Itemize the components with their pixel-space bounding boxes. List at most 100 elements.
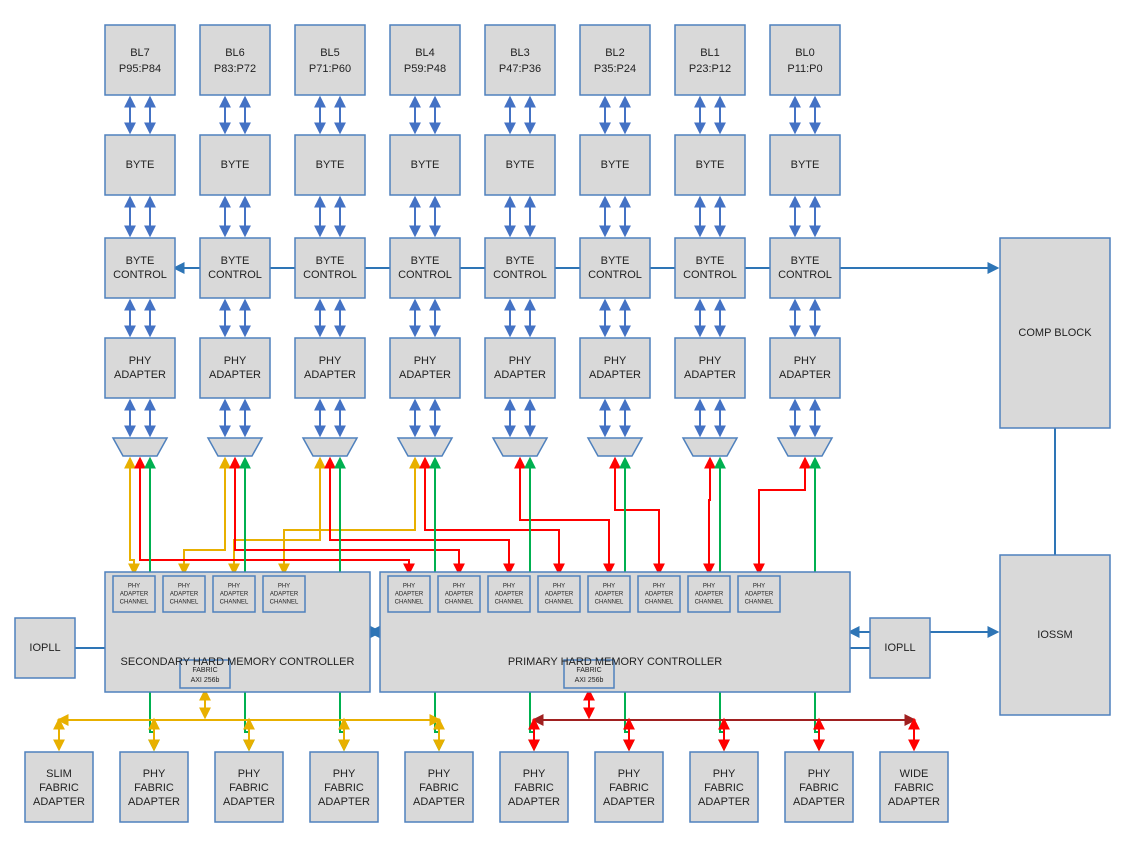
pac-t3: CHANNEL (170, 600, 199, 606)
byte-label-1: BYTE (221, 159, 250, 171)
pa-l1-5: PHY (604, 355, 627, 367)
pac-t3: CHANNEL (595, 600, 624, 606)
pa-l2-3: ADAPTER (399, 369, 451, 381)
bl-block-0 (105, 25, 175, 95)
mux-6 (683, 438, 737, 456)
pac-t3: CHANNEL (120, 600, 149, 606)
bl-block-7 (770, 25, 840, 95)
bc-l1-4: BYTE (506, 255, 535, 267)
bl-sub-6: P23:P12 (689, 63, 731, 75)
bl-sub-7: P11:P0 (787, 63, 822, 75)
mux-2 (303, 438, 357, 456)
bl-sub-4: P47:P36 (499, 63, 541, 75)
bc-l1-5: BYTE (601, 255, 630, 267)
red-route-0 (140, 459, 409, 573)
fa-3-l0: PHY (333, 768, 356, 780)
pac-t2: ADAPTER (220, 592, 249, 598)
bl-block-4 (485, 25, 555, 95)
pac-t2: ADAPTER (745, 592, 774, 598)
bl-sub-2: P71:P60 (309, 63, 351, 75)
mux-4 (493, 438, 547, 456)
byte-label-5: BYTE (601, 159, 630, 171)
fa-2-l0: PHY (238, 768, 261, 780)
red-route-4 (520, 459, 609, 573)
fa-9-l0: WIDE (900, 768, 929, 780)
pac-t2: ADAPTER (645, 592, 674, 598)
mux-0 (113, 438, 167, 456)
byte-label-2: BYTE (316, 159, 345, 171)
hmc-pri-label: PRIMARY HARD MEMORY CONTROLLER (508, 656, 722, 668)
yellow-route-3 (284, 459, 415, 573)
bl-sub-3: P59:P48 (404, 63, 446, 75)
bc-l1-6: BYTE (696, 255, 725, 267)
fa-1-l2: ADAPTER (128, 796, 180, 808)
byte-label-4: BYTE (506, 159, 535, 171)
bc-l1-3: BYTE (411, 255, 440, 267)
bl-label-5: BL2 (605, 47, 625, 59)
pac-t1: PHY (553, 584, 565, 590)
red-route-5 (615, 459, 659, 573)
mux-1 (208, 438, 262, 456)
bc-l2-3: CONTROL (398, 269, 452, 281)
pac-t1: PHY (453, 584, 465, 590)
pa-l2-2: ADAPTER (304, 369, 356, 381)
bc-l1-7: BYTE (791, 255, 820, 267)
pa-l2-6: ADAPTER (684, 369, 736, 381)
bc-l1-2: BYTE (316, 255, 345, 267)
fa-1-l1: FABRIC (134, 782, 174, 794)
bc-l1-0: BYTE (126, 255, 155, 267)
pac-t1: PHY (603, 584, 615, 590)
bl-label-1: BL6 (225, 47, 245, 59)
fa-8-l2: ADAPTER (793, 796, 845, 808)
fa-1-l0: PHY (143, 768, 166, 780)
pac-t2: ADAPTER (120, 592, 149, 598)
pac-t3: CHANNEL (270, 600, 299, 606)
bl-label-4: BL3 (510, 47, 530, 59)
fa-0-l0: SLIM (46, 768, 72, 780)
fa-2-l2: ADAPTER (223, 796, 275, 808)
comp-label: COMP BLOCK (1018, 327, 1092, 339)
fa-7-l2: ADAPTER (698, 796, 750, 808)
fa-9-l2: ADAPTER (888, 796, 940, 808)
byte-label-3: BYTE (411, 159, 440, 171)
pac-t1: PHY (228, 584, 240, 590)
pac-t3: CHANNEL (745, 600, 774, 606)
bl-label-6: BL1 (700, 47, 720, 59)
fa-6-l1: FABRIC (609, 782, 649, 794)
pac-t1: PHY (403, 584, 415, 590)
fa-8-l0: PHY (808, 768, 831, 780)
pac-t2: ADAPTER (695, 592, 724, 598)
pac-t2: ADAPTER (170, 592, 199, 598)
fa-9-l1: FABRIC (894, 782, 934, 794)
pac-t2: ADAPTER (395, 592, 424, 598)
fa-6-l2: ADAPTER (603, 796, 655, 808)
pa-l1-3: PHY (414, 355, 437, 367)
byte-label-7: BYTE (791, 159, 820, 171)
fa-6-l0: PHY (618, 768, 641, 780)
fa-5-l1: FABRIC (514, 782, 554, 794)
fa-8-l1: FABRIC (799, 782, 839, 794)
pac-t3: CHANNEL (545, 600, 574, 606)
pac-t3: CHANNEL (220, 600, 249, 606)
fa-4-l0: PHY (428, 768, 451, 780)
bl-block-1 (200, 25, 270, 95)
bc-l2-5: CONTROL (588, 269, 642, 281)
bl-sub-1: P83:P72 (214, 63, 256, 75)
pa-l1-0: PHY (129, 355, 152, 367)
fa-7-l0: PHY (713, 768, 736, 780)
red-route-7 (759, 459, 805, 573)
pa-l1-1: PHY (224, 355, 247, 367)
fa-3-l2: ADAPTER (318, 796, 370, 808)
bl-label-3: BL4 (415, 47, 435, 59)
pac-t2: ADAPTER (595, 592, 624, 598)
pa-l1-7: PHY (794, 355, 817, 367)
mux-3 (398, 438, 452, 456)
mux-7 (778, 438, 832, 456)
red-route-3 (425, 459, 559, 573)
bl-label-0: BL7 (130, 47, 150, 59)
pa-l2-7: ADAPTER (779, 369, 831, 381)
iossm-label: IOSSM (1037, 629, 1072, 641)
pac-t2: ADAPTER (270, 592, 299, 598)
fa-4-l1: FABRIC (419, 782, 459, 794)
bl-block-6 (675, 25, 745, 95)
